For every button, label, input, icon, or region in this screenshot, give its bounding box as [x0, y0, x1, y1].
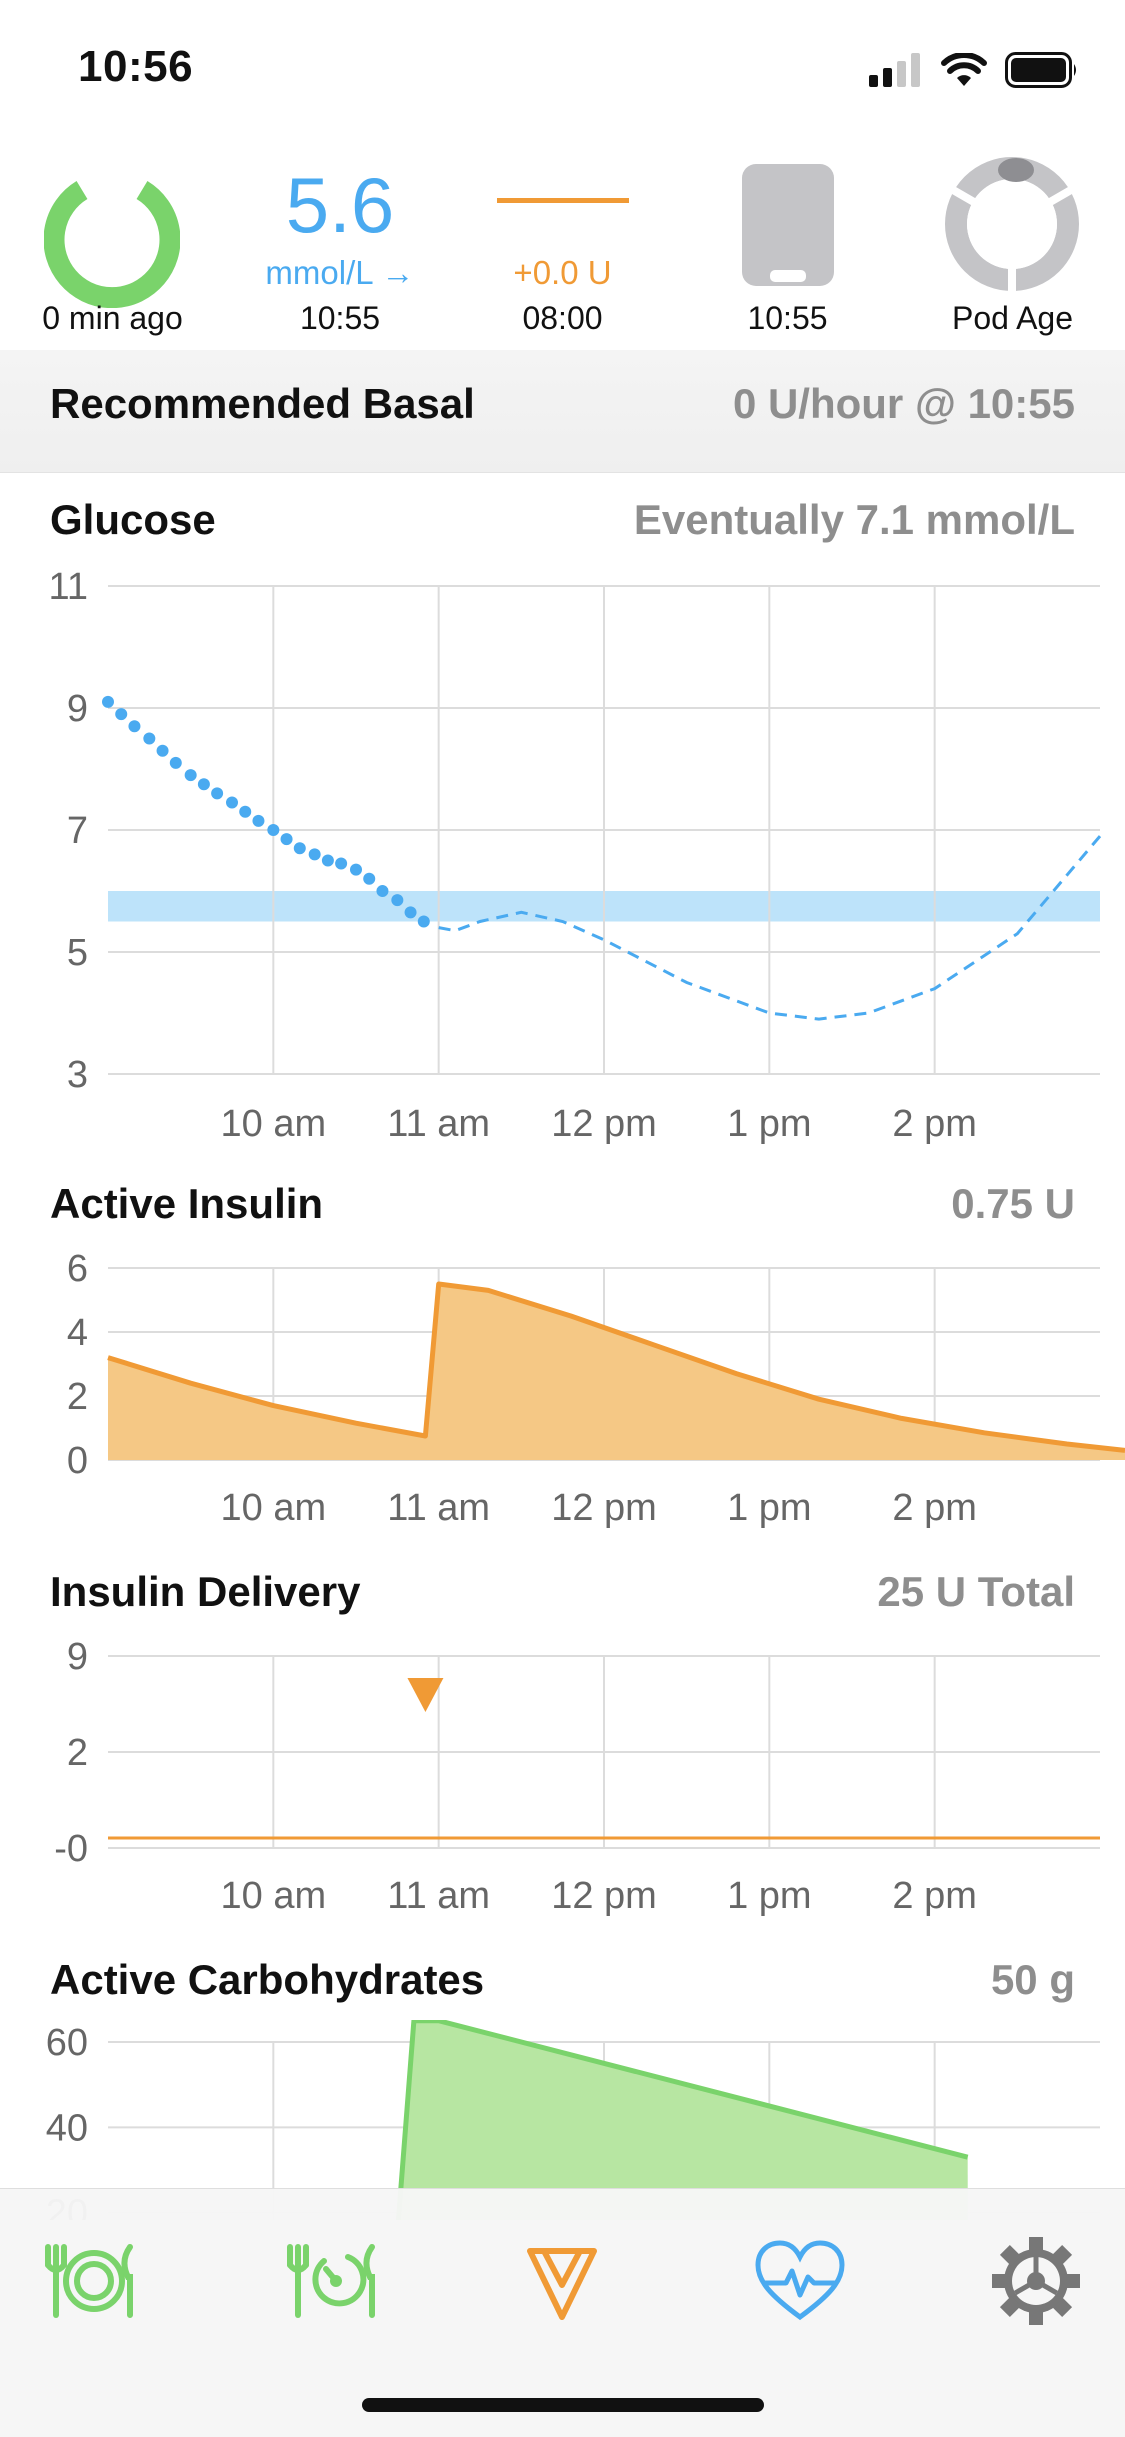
- active-insulin-y-tick: 2: [67, 1376, 88, 1418]
- active-insulin-value: 0.75 U: [951, 1180, 1075, 1227]
- pod-age-label: Pod Age: [952, 300, 1073, 336]
- glucose-point: [335, 857, 348, 870]
- active-insulin-chart[interactable]: 6 4 2 0 10 am 11 am 12 pm 1 pm 2 pm: [0, 1250, 1125, 1540]
- pod-age-ring-icon[interactable]: [944, 156, 1080, 292]
- glucose-point: [156, 744, 169, 757]
- loop-status-label: 0 min ago: [42, 300, 183, 336]
- glucose-point: [184, 769, 197, 782]
- glucose-value[interactable]: 5.6: [285, 161, 395, 249]
- glucose-point: [308, 848, 321, 861]
- glucose-point: [391, 894, 404, 907]
- glucose-x-tick: 12 pm: [551, 1103, 657, 1145]
- basal-dose: +0.0 U: [513, 254, 612, 291]
- recommended-basal-value: 0 U/hour @ 10:55: [732, 380, 1075, 427]
- glucose-point: [417, 915, 430, 928]
- carb-timer-icon[interactable]: [284, 2231, 384, 2331]
- glucose-x-tick: 11 am: [387, 1103, 490, 1145]
- active-carbs-line: [395, 2020, 969, 2220]
- loop-status-ring-icon[interactable]: [44, 172, 180, 308]
- pump-time: 10:55: [747, 300, 828, 336]
- active-insulin-x-tick: 11 am: [387, 1487, 490, 1529]
- insulin-delivery-title: Insulin Delivery: [50, 1568, 361, 1615]
- insulin-delivery-grid: 9 2 -0 10 am 11 am 12 pm 1 pm 2 pm: [54, 1636, 1100, 1917]
- glucose-point: [226, 796, 238, 809]
- glucose-point: [267, 824, 280, 836]
- workout-heart-icon[interactable]: [750, 2231, 850, 2331]
- glucose-point: [350, 863, 362, 876]
- active-insulin-x-tick: 1 pm: [727, 1487, 811, 1529]
- glucose-point: [211, 787, 224, 800]
- recommended-basal-bar[interactable]: Recommended Basal 0 U/hour @ 10:55: [0, 350, 1125, 473]
- glucose-point: [404, 906, 417, 919]
- glucose-title: Glucose: [50, 496, 216, 543]
- active-insulin-y-tick: 6: [67, 1250, 88, 1290]
- active-insulin-area: [108, 1284, 1125, 1460]
- glucose-point: [363, 872, 376, 885]
- active-carbs-y-tick: 60: [46, 2022, 88, 2064]
- active-carbs-value: 50 g: [990, 1956, 1075, 2003]
- status-icons: [869, 50, 1079, 90]
- glucose-point: [321, 854, 334, 867]
- active-insulin-line: [107, 1281, 1125, 1453]
- insulin-delivery-y-tick: -0: [54, 1828, 88, 1870]
- glucose-point: [169, 756, 182, 769]
- active-carbs-title: Active Carbohydrates: [50, 1956, 485, 2003]
- wifi-icon: [941, 53, 987, 86]
- cellular-signal-icon: [869, 53, 920, 87]
- glucose-point: [143, 732, 156, 745]
- insulin-delivery-x-tick: 11 am: [387, 1875, 490, 1917]
- pump-reservoir-icon[interactable]: [740, 162, 836, 288]
- bolus-marker: [407, 1678, 444, 1712]
- glucose-point: [293, 842, 306, 855]
- recommended-basal-title: Recommended Basal: [50, 380, 475, 427]
- glucose-x-tick: 2 pm: [892, 1103, 976, 1145]
- insulin-delivery-x-tick: 1 pm: [727, 1875, 811, 1917]
- bolus-icon[interactable]: [512, 2231, 612, 2331]
- glucose-time: 10:55: [299, 300, 381, 336]
- active-insulin-y-tick: 0: [67, 1440, 88, 1482]
- glucose-point: [280, 833, 293, 846]
- glucose-point: [102, 695, 114, 708]
- glucose-x-tick: 1 pm: [727, 1103, 811, 1145]
- glucose-grid: 11 9 7 5 3 10 am 11 am 12 pm 1 pm 2 pm: [49, 566, 1100, 1145]
- glucose-y-tick: 7: [67, 810, 88, 852]
- active-insulin-title: Active Insulin: [50, 1180, 324, 1227]
- glucose-point: [197, 778, 210, 791]
- settings-gear-icon[interactable]: [986, 2231, 1086, 2331]
- active-insulin-x-tick: 2 pm: [892, 1487, 976, 1529]
- glucose-point: [376, 885, 389, 897]
- tab-bar: [0, 2188, 1125, 2437]
- insulin-delivery-x-tick: 12 pm: [551, 1875, 657, 1917]
- home-indicator[interactable]: [362, 2398, 764, 2412]
- basal-time: 08:00: [522, 300, 603, 336]
- insulin-delivery-x-tick: 10 am: [221, 1875, 327, 1917]
- glucose-y-tick: 3: [67, 1054, 88, 1096]
- active-carbs-area: [398, 2020, 968, 2220]
- battery-icon: [1005, 52, 1076, 88]
- basal-rate-line-icon[interactable]: [497, 198, 629, 203]
- glucose-point: [252, 814, 265, 827]
- active-carbs-y-tick: 40: [46, 2107, 88, 2149]
- insulin-delivery-value: 25 U Total: [877, 1568, 1075, 1615]
- glucose-chart[interactable]: 11 9 7 5 3 10 am 11 am 12 pm 1 pm 2 pm: [0, 560, 1125, 1160]
- active-insulin-x-tick: 12 pm: [551, 1487, 657, 1529]
- glucose-y-tick: 9: [67, 688, 88, 730]
- status-time: 10:56: [78, 42, 194, 91]
- carb-entry-icon[interactable]: [42, 2231, 142, 2331]
- insulin-delivery-x-tick: 2 pm: [892, 1875, 976, 1917]
- glucose-eventual: Eventually 7.1 mmol/L: [633, 496, 1075, 543]
- insulin-delivery-y-tick: 2: [67, 1732, 88, 1774]
- glucose-point: [128, 720, 141, 733]
- insulin-delivery-y-tick: 9: [67, 1636, 88, 1678]
- insulin-delivery-chart[interactable]: 9 2 -0 10 am 11 am 12 pm 1 pm 2 pm: [0, 1636, 1125, 1926]
- glucose-point: [115, 708, 128, 721]
- glucose-x-tick: 10 am: [221, 1103, 327, 1145]
- glucose-y-tick: 5: [67, 932, 88, 974]
- glucose-point: [239, 805, 252, 818]
- glucose-y-tick: 11: [49, 566, 88, 608]
- active-insulin-y-tick: 4: [67, 1312, 88, 1354]
- glucose-prediction-line: [438, 835, 1102, 1021]
- glucose-unit-trend: mmol/L →: [265, 254, 415, 291]
- active-insulin-x-tick: 10 am: [221, 1487, 327, 1529]
